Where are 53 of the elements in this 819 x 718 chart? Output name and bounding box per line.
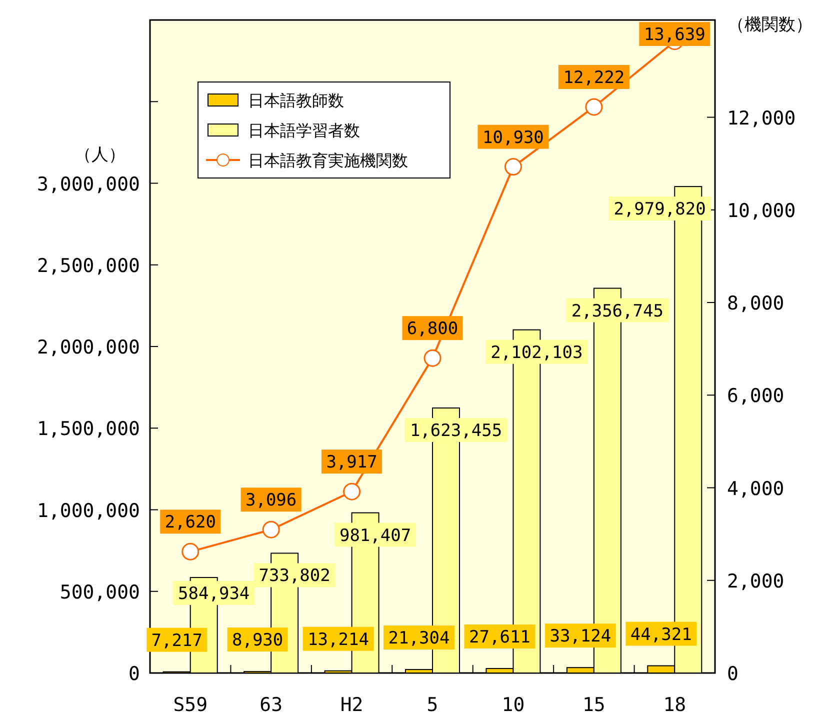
- y2-tick-label: 10,000: [727, 200, 796, 222]
- y-tick-label: 500,000: [60, 581, 140, 604]
- legend-label: 日本語教育実施機関数: [248, 151, 408, 170]
- y-tick-label: 1,000,000: [37, 500, 140, 522]
- y-axis-title: （人）: [74, 145, 126, 165]
- point: [262, 520, 280, 538]
- data-label: 21,304: [388, 628, 450, 649]
- data-label: 10,930: [482, 128, 544, 148]
- data-label: 13,214: [308, 630, 369, 650]
- y2-tick-label: 8,000: [727, 292, 784, 315]
- data-label: 13,639: [644, 25, 706, 45]
- data-label: 2,356,745: [571, 301, 664, 322]
- y-tick-label: 2,500,000: [37, 254, 140, 277]
- y-tick-label: 0: [128, 663, 140, 685]
- data-label: 8,930: [232, 630, 284, 651]
- x-tick-label: 15: [582, 694, 606, 716]
- data-label: 3,096: [245, 490, 297, 511]
- x-tick-label: H2: [340, 694, 364, 716]
- point: [585, 98, 603, 116]
- point: [182, 542, 200, 560]
- data-label: 27,611: [469, 627, 530, 648]
- data-label: 1,623,455: [410, 420, 502, 441]
- y-tick-label: 3,000,000: [37, 173, 140, 196]
- data-label: 6,800: [406, 319, 458, 340]
- y2-tick-label: 0: [727, 663, 738, 685]
- data-label: 12,222: [563, 68, 625, 88]
- data-label: 981,407: [339, 526, 412, 546]
- y2-tick-label: 2,000: [727, 570, 784, 592]
- y2-axis-title: （機関数）: [728, 15, 812, 35]
- y-tick-label: 2,000,000: [37, 336, 140, 358]
- y-tick-label: 1,500,000: [37, 418, 140, 440]
- data-label: 2,979,820: [614, 200, 706, 220]
- data-label: 2,102,103: [490, 342, 583, 363]
- data-label: 44,321: [630, 624, 692, 645]
- data-label: 7,217: [151, 630, 202, 651]
- x-tick-label: 63: [260, 694, 283, 716]
- x-tick-label: 5: [426, 694, 438, 716]
- data-label: 584,934: [178, 584, 250, 604]
- point: [504, 158, 522, 176]
- legend-label: 日本語教師数: [248, 91, 344, 110]
- data-label: 2,620: [164, 512, 216, 533]
- y2-tick-label: 4,000: [727, 478, 784, 500]
- data-label: 33,124: [550, 626, 612, 647]
- x-tick-label: 18: [663, 694, 686, 716]
- data-label: 3,917: [326, 452, 378, 473]
- x-tick-label: 10: [502, 694, 525, 716]
- y2-tick-label: 12,000: [727, 107, 796, 130]
- point: [424, 349, 442, 367]
- legend-label: 日本語学習者数: [248, 121, 360, 140]
- y2-tick-label: 6,000: [727, 385, 784, 408]
- data-label: 733,802: [258, 566, 330, 586]
- x-tick-label: S59: [173, 694, 208, 716]
- point: [343, 482, 361, 500]
